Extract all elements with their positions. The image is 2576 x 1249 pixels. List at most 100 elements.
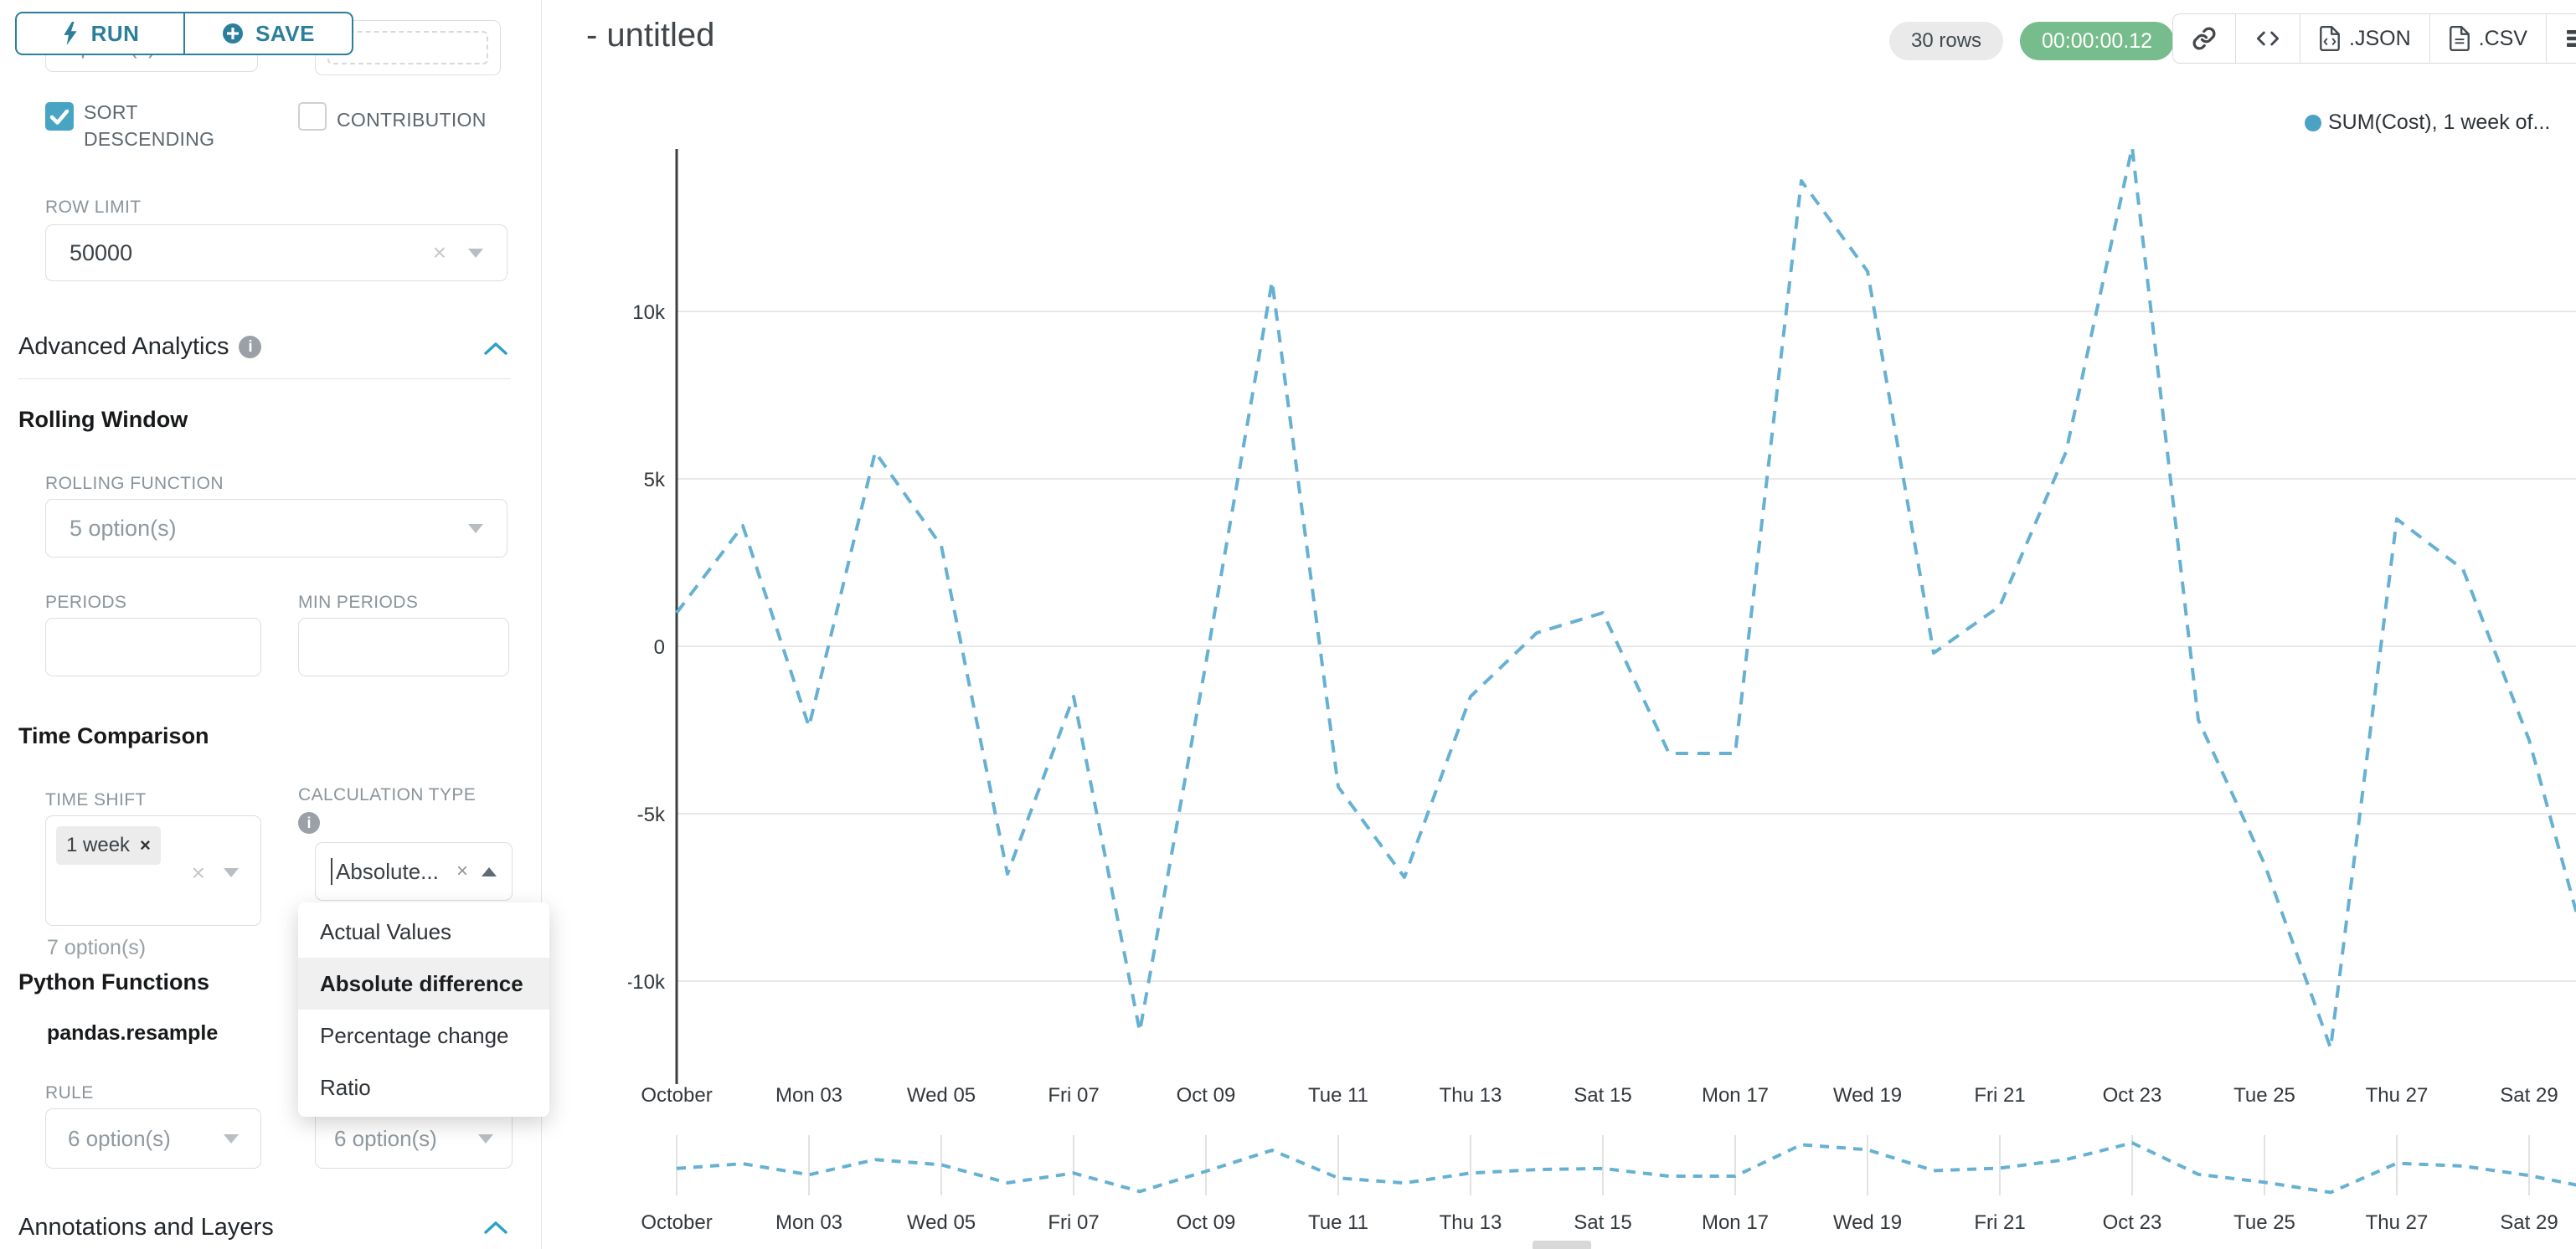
text-cursor	[331, 858, 332, 885]
periods-label: PERIODS	[45, 593, 127, 612]
annotations-layers-header: Annotations and Layers	[18, 1214, 274, 1241]
mini-x-tick-label: Tue 11	[1308, 1211, 1368, 1234]
min-periods-label: MIN PERIODS	[298, 593, 419, 612]
x-tick-label: Thu 27	[2366, 1084, 2429, 1107]
hamburger-menu-icon	[2566, 30, 2576, 47]
legend-series-label: SUM(Cost), 1 week of...	[2328, 111, 2551, 134]
share-link-button[interactable]	[2173, 14, 2235, 63]
mini-x-tick-label: Mon 03	[775, 1211, 842, 1234]
y-tick-label: 5k	[644, 469, 666, 491]
divider	[18, 378, 511, 379]
min-periods-input[interactable]	[298, 618, 509, 676]
export-csv-button[interactable]: .CSV	[2429, 14, 2546, 63]
chevron-down-icon	[224, 1133, 239, 1144]
chart-legend[interactable]: SUM(Cost), 1 week of...	[2305, 111, 2550, 135]
x-tick-label: Thu 13	[1440, 1084, 1502, 1107]
row-count-badge: 30 rows	[1889, 22, 2004, 60]
mini-x-tick-label: Thu 13	[1440, 1211, 1502, 1234]
calculation-type-label: CALCULATION TYPE	[298, 785, 477, 804]
row-limit-label: ROW LIMIT	[45, 198, 142, 217]
time-shift-helper: 7 option(s)	[47, 936, 147, 959]
chevron-down-icon[interactable]	[468, 248, 483, 258]
chevron-down-icon[interactable]	[224, 868, 239, 877]
x-tick-label: Sat 15	[1574, 1084, 1631, 1107]
mini-x-tick-label: Tue 25	[2233, 1211, 2295, 1234]
x-tick-label: Tue 25	[2233, 1084, 2295, 1107]
sort-descending-checkbox[interactable]	[45, 102, 74, 131]
dropdown-option[interactable]: Absolute difference	[298, 958, 549, 1010]
advanced-analytics-header: Advanced Analytics i	[18, 333, 262, 361]
rolling-function-label: ROLLING FUNCTION	[45, 474, 224, 493]
mini-x-tick-label: October	[641, 1211, 712, 1234]
x-tick-label: Mon 03	[775, 1084, 842, 1107]
mini-x-tick-label: Mon 17	[1702, 1211, 1769, 1234]
mini-x-tick-label: Wed 05	[907, 1211, 976, 1234]
link-icon	[2192, 27, 2216, 50]
dropdown-option[interactable]: Ratio	[320, 1074, 371, 1100]
code-icon	[2256, 31, 2280, 46]
time-shift-multiselect[interactable]: 1 week × ×	[45, 815, 261, 926]
x-tick-label: Tue 11	[1308, 1084, 1368, 1107]
x-tick-label: Wed 19	[1833, 1084, 1902, 1107]
chevron-down-icon	[478, 1133, 493, 1144]
row-limit-value: 50000	[70, 239, 133, 265]
x-tick-label: Fri 21	[1974, 1084, 2025, 1107]
export-toolbar: .JSON .CSV	[2172, 13, 2576, 64]
lightning-icon	[63, 22, 77, 45]
plus-circle-icon	[223, 23, 244, 44]
view-query-button[interactable]	[2235, 14, 2300, 63]
x-tick-label: Oct 23	[2103, 1084, 2162, 1107]
chevron-down-icon	[468, 523, 483, 533]
periods-input[interactable]	[45, 618, 261, 676]
info-icon[interactable]: i	[239, 336, 262, 358]
info-icon[interactable]: i	[298, 812, 320, 834]
collapse-chevron-icon[interactable]	[484, 1221, 507, 1234]
mini-x-tick-label: Oct 23	[2103, 1211, 2162, 1234]
time-shift-label: TIME SHIFT	[45, 790, 147, 810]
rule-select-secondary[interactable]: 6 option(s)	[315, 1108, 513, 1169]
x-tick-label: Oct 09	[1177, 1084, 1236, 1107]
y-tick-label: 0	[654, 636, 665, 659]
save-button[interactable]: SAVE	[185, 13, 352, 54]
clear-icon[interactable]: ×	[432, 239, 446, 265]
sort-descending-label: SORT DESCENDING	[84, 101, 215, 151]
y-tick-label: 10k	[632, 301, 666, 324]
dropdown-option[interactable]: Percentage change	[320, 1022, 509, 1048]
x-tick-label: October	[641, 1084, 712, 1107]
rolling-function-select[interactable]: 5 option(s)	[45, 499, 507, 558]
export-json-button[interactable]: .JSON	[2300, 14, 2429, 63]
time-shift-tag[interactable]: 1 week ×	[56, 826, 161, 865]
run-save-button-group: RUN SAVE	[15, 12, 353, 55]
series-line	[675, 146, 2576, 1050]
run-button[interactable]: RUN	[17, 13, 185, 54]
rolling-window-title: Rolling Window	[18, 407, 188, 432]
mini-x-tick-label: Sat 15	[1574, 1211, 1631, 1234]
scrollbar-handle[interactable]	[1533, 1241, 1591, 1249]
query-timer-badge: 00:00:00.12	[2020, 22, 2175, 60]
calculation-type-select[interactable]: Absolute... ×	[315, 842, 513, 901]
chevron-up-icon[interactable]	[482, 866, 497, 876]
clear-icon[interactable]: ×	[456, 860, 468, 882]
python-functions-title: Python Functions	[18, 969, 209, 995]
mini-series-line	[676, 1141, 2576, 1195]
time-series-chart[interactable]: 10k 5k 0 -5k -10k October October Mon 03 Mon 03 W…	[628, 134, 2576, 1249]
dropdown-option[interactable]: Actual Values	[320, 918, 452, 944]
clear-icon[interactable]: ×	[191, 860, 205, 886]
contribution-checkbox[interactable]	[298, 102, 327, 131]
remove-tag-icon[interactable]: ×	[140, 835, 151, 856]
file-code-icon	[2320, 26, 2340, 51]
collapse-chevron-icon[interactable]	[484, 342, 507, 355]
calculation-type-value: Absolute...	[336, 858, 439, 884]
chart-title[interactable]: - untitled	[586, 17, 715, 54]
menu-button[interactable]	[2545, 14, 2576, 63]
x-tick-label: Sat 29	[2500, 1084, 2558, 1107]
sidebar-divider	[541, 0, 542, 1249]
calculation-type-dropdown: Actual Values Absolute difference Percenta…	[298, 902, 549, 1117]
check-icon	[49, 109, 70, 125]
x-tick-label: Mon 17	[1702, 1084, 1769, 1107]
mini-x-tick-label: Thu 27	[2366, 1211, 2429, 1234]
rule-select[interactable]: 6 option(s)	[45, 1108, 261, 1169]
pandas-resample-label: pandas.resample	[47, 1021, 219, 1045]
mini-x-tick-label: Fri 07	[1048, 1211, 1099, 1234]
row-limit-select[interactable]: 50000 ×	[45, 224, 507, 281]
